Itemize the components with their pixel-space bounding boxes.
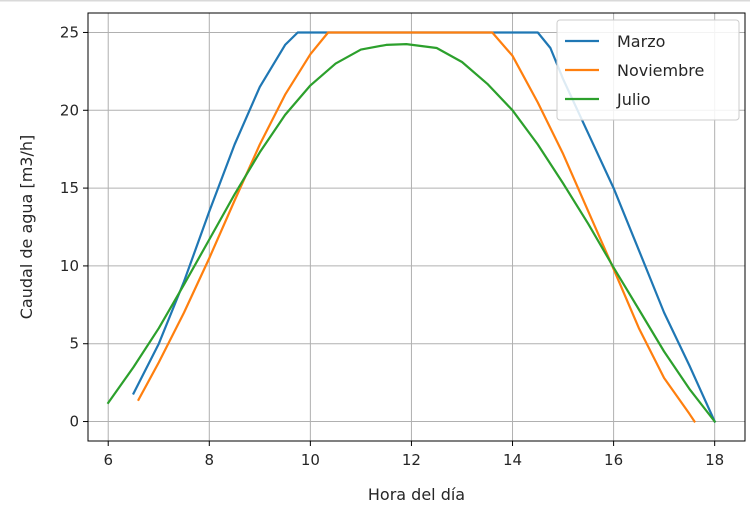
top-edge-line [0, 0, 750, 2]
y-tick-label: 0 [69, 413, 79, 431]
plot-frame [87, 12, 746, 442]
y-axis-label: Caudal de agua [m3/h] [17, 135, 36, 319]
x-tick-label: 14 [503, 451, 522, 469]
x-tick-label: 6 [103, 451, 113, 469]
legend-label-noviembre: Noviembre [617, 61, 704, 80]
x-tick-label: 8 [205, 451, 215, 469]
x-tick-label: 18 [705, 451, 724, 469]
legend-box [556, 19, 740, 121]
x-tick-label: 10 [301, 451, 320, 469]
series-line-noviembre [137, 31, 697, 424]
ticks: 6 8 10 12 14 16 18 0 5 10 15 20 25 [60, 23, 724, 469]
series-line-julio [106, 42, 717, 424]
y-tick-label: 20 [60, 101, 79, 119]
x-tick-label: 16 [604, 451, 623, 469]
y-tick-label: 15 [60, 179, 79, 197]
legend-label-marzo: Marzo [617, 32, 665, 51]
legend: Marzo Noviembre Julio [556, 19, 740, 121]
x-tick-label: 12 [402, 451, 421, 469]
y-tick-label: 10 [60, 257, 79, 275]
legend-label-julio: Julio [616, 90, 651, 109]
x-axis-label: Hora del día [368, 485, 465, 504]
y-tick-label: 5 [69, 335, 79, 353]
y-tick-label: 25 [60, 23, 79, 41]
series-lines [106, 31, 717, 424]
